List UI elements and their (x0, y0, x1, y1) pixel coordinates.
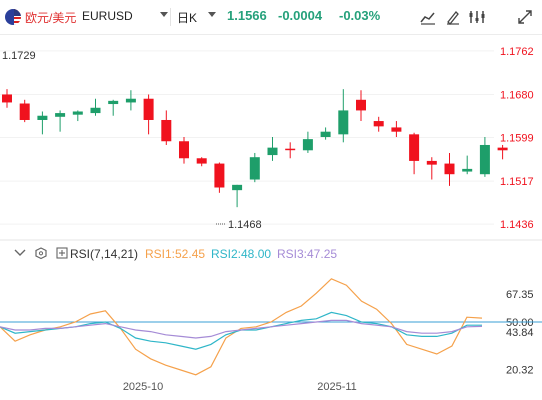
time-axis: 2025-10 2025-11 (123, 381, 357, 393)
pair-dropdown-chevron-icon[interactable] (160, 12, 168, 17)
price-axis: 1.1762 1.1680 1.1599 1.1517 1.1436 (500, 46, 534, 231)
rsi-tick-label: 43.84 (506, 327, 534, 339)
candle-body (426, 160, 437, 165)
rsi-indicator-name[interactable]: RSI(7,14,21) (70, 247, 138, 261)
rsi-series (0, 278, 483, 376)
candle-body (302, 139, 313, 151)
candle-body (125, 98, 136, 103)
candle-body (267, 147, 278, 156)
rsi-line-rsi1 (0, 278, 483, 376)
expand-icon[interactable] (516, 8, 534, 26)
rsi-header: RSI(7,14,21) RSI1:52.45 RSI2:48.00 RSI3:… (14, 247, 337, 261)
candle-body (356, 99, 366, 111)
candle-body (90, 107, 101, 114)
candle-body (462, 168, 473, 172)
indicator-icon[interactable] (468, 8, 486, 26)
time-tick-label: 2025-11 (317, 381, 357, 393)
price-change-pct: -0.03% (339, 8, 381, 23)
price-tick-label: 1.1680 (500, 89, 534, 101)
candle-body (2, 94, 12, 103)
low-price-annotation: 1.1468 (228, 219, 262, 231)
eur-usd-flag-icon (5, 9, 21, 25)
rsi2-legend: RSI2:48.00 (211, 247, 271, 261)
candle-body (19, 103, 30, 120)
candle-body (444, 163, 455, 175)
candle-body (409, 134, 420, 161)
time-tick-label: 2025-10 (123, 381, 163, 393)
top-toolbar: 欧元/美元 EURUSD 日K 1.1566 -0.0004 -0.03% (0, 0, 542, 35)
collapse-chevron-icon[interactable] (14, 249, 26, 256)
price-tick-label: 1.1599 (500, 133, 534, 145)
candle-body (373, 121, 384, 127)
draw-icon[interactable] (444, 8, 462, 26)
last-price: 1.1566 (227, 8, 267, 23)
candle-body (179, 141, 189, 159)
candle-body (108, 100, 119, 105)
price-tick-label: 1.1517 (500, 176, 534, 188)
candle-body (338, 110, 349, 135)
price-change: -0.0004 (278, 8, 323, 23)
candle-body (214, 163, 225, 188)
rsi-tick-label: 67.35 (506, 289, 534, 301)
price-tick-label: 1.1436 (500, 219, 534, 231)
add-indicator-icon[interactable] (56, 247, 68, 259)
settings-hexagon-icon[interactable] (35, 247, 47, 260)
candle-body (285, 148, 296, 151)
candle-body (72, 111, 83, 115)
candle-body (249, 157, 260, 180)
grid-lines (0, 50, 494, 225)
candle-body (161, 119, 172, 142)
chart-type-icon[interactable] (419, 8, 437, 26)
toolbar-divider (170, 8, 171, 26)
period-selector[interactable]: 日K (177, 11, 198, 25)
candle-body (196, 158, 207, 164)
candle-body (37, 115, 48, 120)
pair-code[interactable]: EURUSD (82, 9, 133, 23)
rsi-tick-label: 20.32 (506, 364, 534, 376)
candle-body (479, 144, 490, 175)
rsi1-legend: RSI1:52.45 (145, 247, 205, 261)
candle-body (55, 113, 66, 117)
period-dropdown-chevron-icon[interactable] (208, 12, 216, 17)
chart-area[interactable]: 1.1762 1.1680 1.1599 1.1517 1.1436 1.1729 1.… (0, 34, 542, 400)
candle-body (143, 98, 154, 120)
rsi-line-rsi2 (0, 311, 482, 350)
rsi-tick-label: 50.00 (506, 317, 534, 329)
candle-body (320, 131, 331, 137)
rsi3-legend: RSI3:47.25 (277, 247, 337, 261)
candle-body (497, 147, 508, 151)
candle-body (391, 127, 402, 132)
candlestick-series (2, 89, 508, 208)
rsi-line-rsi3 (0, 319, 483, 339)
high-price-annotation: 1.1729 (2, 50, 36, 62)
price-tick-label: 1.1762 (500, 46, 534, 58)
pair-name-cn[interactable]: 欧元/美元 (25, 11, 77, 25)
candle-body (232, 184, 243, 191)
